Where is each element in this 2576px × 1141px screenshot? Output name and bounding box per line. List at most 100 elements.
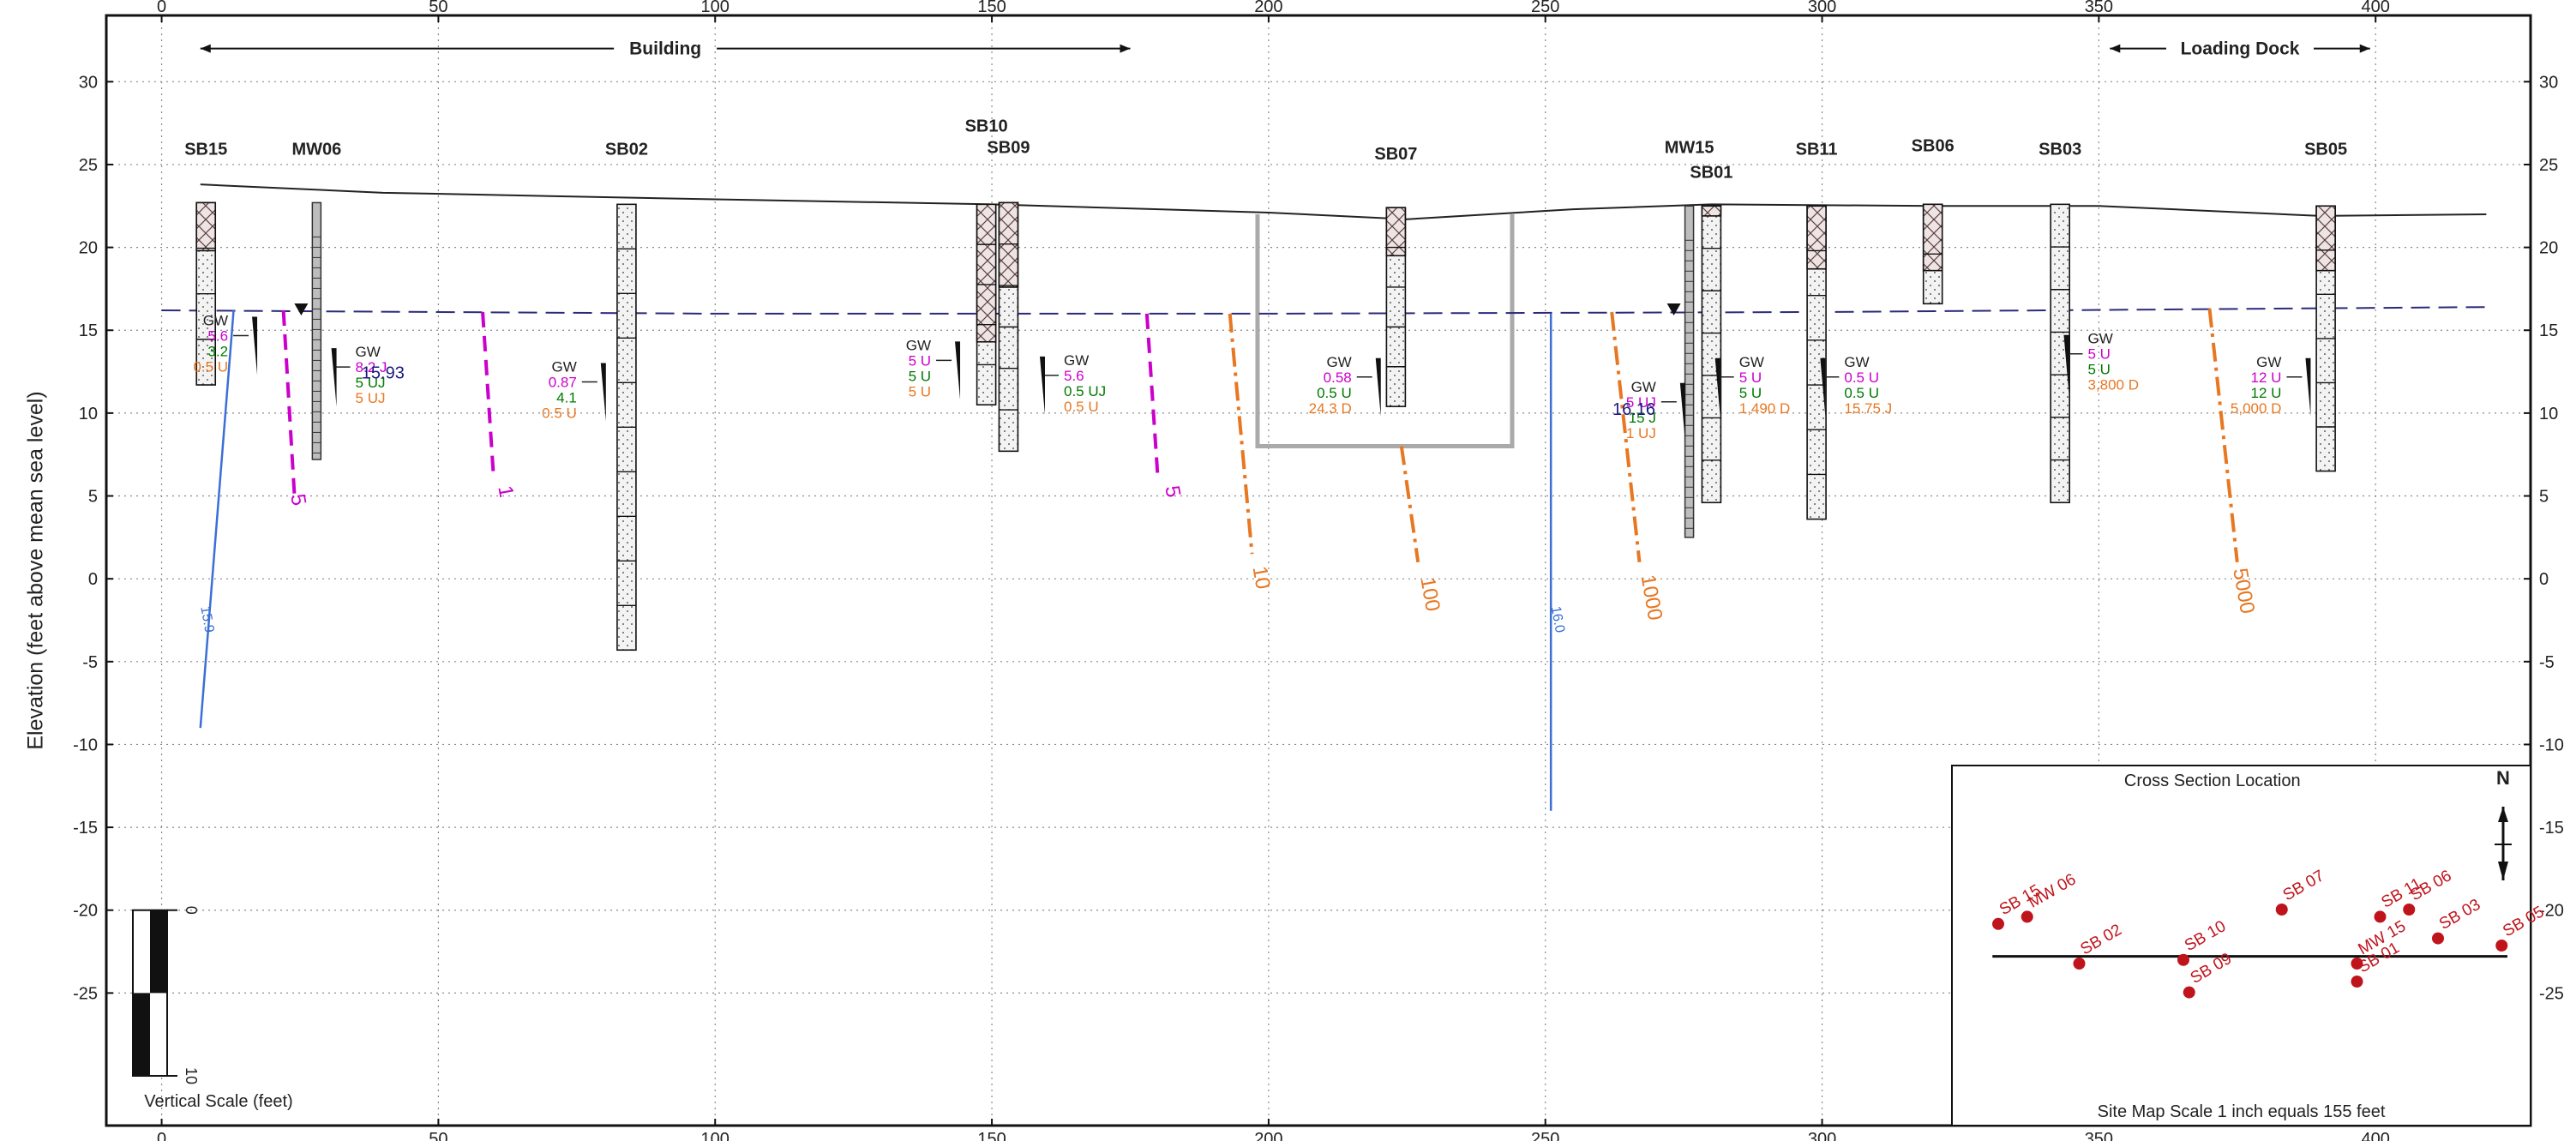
gw-result-value: 0.58	[1324, 369, 1352, 386]
boring-sb09: SB09	[987, 138, 1030, 453]
y-tick-label-left: -5	[82, 653, 98, 672]
boring-label: SB15	[184, 140, 227, 159]
arrowhead-right	[1120, 44, 1131, 53]
water-table-line	[161, 306, 2487, 315]
gw-result-value: GW	[356, 344, 381, 360]
gw-result-value: 4.1	[556, 390, 577, 406]
north-arrow-head	[2498, 807, 2508, 822]
screen-interval-mark	[331, 348, 337, 407]
water-level-value: 16.16	[1612, 400, 1655, 419]
x-tick-label-top: 300	[1808, 0, 1836, 16]
well-casing	[311, 201, 322, 460]
isocontour-label: 1	[493, 483, 518, 499]
gw-result-value: GW	[552, 359, 577, 375]
screen-interval-mark	[1039, 356, 1045, 415]
gw-result-block: GW5.63.20.5 U	[193, 312, 258, 375]
inset-map: Cross Section Location Site Map Scale 1 i…	[1951, 765, 2548, 1126]
gw-result-value: 0.5 U	[542, 405, 577, 422]
gw-result-value: 0.87	[549, 375, 577, 391]
x-tick-label-bottom: 300	[1808, 1130, 1836, 1141]
y-tick-label-right: 5	[2539, 488, 2549, 507]
gw-result-block: GW5.60.5 UJ0.5 U	[1039, 352, 1106, 415]
gw-result-value: 0.5 U	[1844, 369, 1879, 386]
north-arrow-label: N	[2496, 767, 2510, 789]
y-tick-label-right: -5	[2539, 653, 2555, 672]
plot-frame	[105, 14, 2532, 1127]
water-level-icon	[1666, 303, 1681, 316]
arrowhead-left	[2110, 44, 2121, 53]
gw-result-value: 5 U	[1739, 385, 1762, 401]
y-tick-label-right: 10	[2539, 405, 2558, 423]
area-marker: Building	[200, 39, 1131, 59]
screen-interval-mark	[2063, 334, 2069, 393]
gw-result-value: 8.2 J	[356, 359, 387, 375]
screen-interval-mark	[252, 316, 258, 375]
y-tick-label-left: 15	[79, 321, 98, 340]
inset-boring-dot	[2403, 904, 2416, 916]
boring-fill-zone	[976, 203, 997, 343]
x-tick-label-top: 150	[977, 0, 1006, 16]
y-tick-label-left: 10	[79, 405, 98, 423]
area-label: Loading Dock	[2181, 39, 2300, 59]
boring-label: SB03	[2039, 140, 2081, 159]
gw-result-value: 5 UJ	[356, 390, 386, 406]
gw-result-value: GW	[1739, 354, 1764, 370]
gw-result-value: 15.75 J	[1844, 400, 1892, 417]
gw-result-block: GW0.580.5 U24.3 D	[1309, 354, 1381, 417]
gw-result-value: 5 U	[1739, 369, 1762, 386]
scale-tick-label: 0	[183, 906, 200, 915]
x-tick-label-top: 200	[1254, 0, 1282, 16]
isocontour-label: 1000	[1636, 573, 1666, 622]
inset-title: Cross Section Location	[2124, 772, 2301, 790]
boring-label: SB11	[1796, 140, 1838, 159]
boring-column	[1701, 205, 1722, 504]
north-arrow-tail	[2498, 862, 2508, 880]
y-tick-label-left: -15	[73, 819, 98, 838]
inset-boring-dot	[2177, 953, 2189, 966]
gw-result-value: 5.6	[1064, 368, 1084, 384]
boring-label: SB05	[2304, 140, 2347, 159]
isocontour-line	[481, 311, 495, 480]
gw-result-value: 0.5 U	[1317, 385, 1352, 401]
screen-interval-mark	[1679, 382, 1685, 441]
gw-result-value: 3,800 D	[2087, 377, 2139, 393]
area-marker: Loading Dock	[2110, 39, 2370, 59]
isocontour-label: 5	[1160, 483, 1185, 499]
x-tick-label-bottom: 200	[1254, 1130, 1282, 1141]
isocontour-line	[199, 309, 235, 729]
gw-result-value: GW	[1326, 354, 1351, 370]
y-tick-label-right: 15	[2539, 321, 2558, 340]
gw-result-value: GW	[1844, 354, 1869, 370]
gw-result-value: GW	[906, 337, 931, 353]
boring-label: SB10	[965, 117, 1008, 135]
x-tick-label-top: 50	[429, 0, 447, 16]
isocontour-line	[1144, 313, 1160, 480]
inset-boring-dot	[2374, 910, 2387, 923]
gw-result-value: GW	[203, 312, 228, 328]
x-tick-label-bottom: 100	[701, 1130, 730, 1141]
isocontour-label: 15.9	[197, 605, 216, 634]
gw-result-value: GW	[1631, 379, 1656, 395]
inset-boring-dot	[2073, 958, 2086, 970]
screen-interval-mark	[1714, 357, 1720, 417]
gw-result-value: GW	[2087, 331, 2112, 347]
y-tick-label-left: 25	[79, 156, 98, 175]
screen-interval-mark	[955, 341, 961, 400]
y-tick-label-right: 0	[2539, 570, 2549, 589]
scale-label: Vertical Scale (feet)	[144, 1092, 292, 1111]
gw-result-value: 0.5 U	[193, 358, 228, 375]
inset-boring-dot	[1992, 917, 2004, 930]
y-axis-title: Elevation (feet above mean sea level)	[23, 391, 48, 750]
y-axis-title-wrap: Elevation (feet above mean sea level)	[2, 0, 70, 1141]
gw-result-value: 5.6	[207, 327, 228, 344]
screen-interval-mark	[2305, 357, 2311, 417]
isocontour-label: 5	[285, 492, 310, 507]
isocontour-line	[2207, 308, 2239, 563]
gw-result-value: 1 UJ	[1626, 425, 1656, 441]
gw-result-value: 12 U	[2251, 369, 2282, 386]
scale-bar-block-b	[133, 993, 150, 1077]
gw-result-value: 1,490 D	[1739, 400, 1791, 417]
